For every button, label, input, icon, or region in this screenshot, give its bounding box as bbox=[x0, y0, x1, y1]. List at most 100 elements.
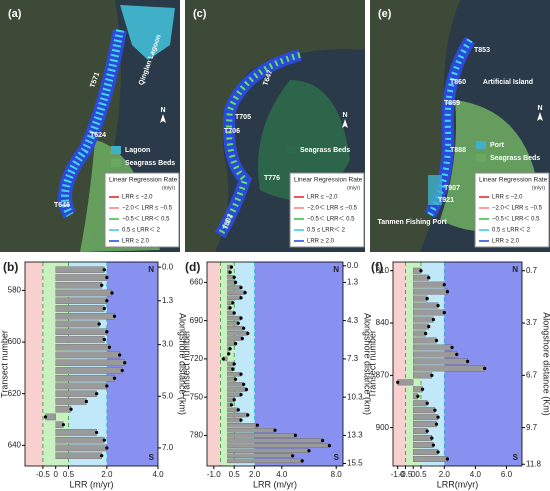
bar-end-dot bbox=[231, 367, 235, 371]
map-label: T921 bbox=[438, 197, 454, 204]
map-label: Artificial Island bbox=[483, 79, 533, 86]
bar bbox=[413, 372, 433, 379]
bar-end-dot bbox=[483, 366, 487, 370]
bar-end-dot bbox=[105, 446, 109, 450]
bar bbox=[413, 456, 448, 462]
bar bbox=[55, 382, 107, 390]
bar bbox=[55, 320, 100, 328]
bar bbox=[413, 302, 439, 309]
bar bbox=[413, 365, 485, 372]
x-tick-label: 0.5 bbox=[415, 470, 427, 479]
y-tick-label: 580 bbox=[8, 286, 22, 295]
bar-end-dot bbox=[105, 330, 109, 334]
bar-end-dot bbox=[430, 436, 434, 440]
bar-end-dot bbox=[102, 306, 106, 311]
bar-end-dot bbox=[416, 394, 420, 398]
bar-end-dot bbox=[102, 438, 106, 442]
bar bbox=[413, 428, 428, 435]
y-tick-label: 780 bbox=[190, 431, 204, 440]
bar-end-dot bbox=[236, 408, 240, 412]
y2-axis-title: Alongshore distance (km) bbox=[363, 313, 373, 415]
x-tick-label: -0.5 bbox=[399, 470, 413, 479]
bar bbox=[55, 390, 97, 397]
y2-tick-label: 13.3 bbox=[347, 431, 363, 440]
panel-label: (a) bbox=[8, 8, 22, 20]
y2-tick-label: 15.5 bbox=[347, 459, 363, 468]
bar-end-dot bbox=[120, 368, 124, 373]
lrr-legend-label: LRR ≥ 2.0 bbox=[122, 239, 150, 245]
plot-frame bbox=[392, 261, 523, 467]
end-label: N bbox=[333, 265, 339, 274]
map-label: T853 bbox=[474, 47, 490, 54]
y-tick-label: 690 bbox=[190, 316, 204, 325]
y-tick-label: 600 bbox=[8, 337, 22, 346]
bar bbox=[413, 337, 437, 344]
map-label: T624 bbox=[90, 132, 106, 139]
y2-tick-label: 0.0 bbox=[347, 261, 359, 270]
bar bbox=[55, 336, 105, 343]
bar-end-dot bbox=[455, 352, 459, 357]
bar bbox=[55, 312, 115, 320]
bar bbox=[227, 443, 330, 448]
lrr-legend-label: −2.0＜ LRR ≤ −0.5 bbox=[307, 206, 358, 212]
y-tick-label: 900 bbox=[376, 423, 390, 432]
y2-tick-label: 3.7 bbox=[526, 318, 538, 327]
bar bbox=[55, 343, 110, 351]
bar-end-dot bbox=[239, 393, 243, 397]
bar bbox=[55, 281, 102, 289]
bar bbox=[413, 323, 429, 330]
bar-end-dot bbox=[118, 353, 122, 357]
bar bbox=[55, 305, 105, 312]
bar-end-dot bbox=[445, 290, 449, 294]
x-axis-title: LRR(m/yr) bbox=[437, 479, 479, 489]
bar-end-dot bbox=[242, 382, 246, 386]
bar bbox=[227, 372, 242, 377]
bar bbox=[55, 405, 72, 413]
x-tick-label: -1.0 bbox=[207, 470, 221, 479]
lrr-legend-label: LRR ≥ 2.0 bbox=[492, 239, 520, 245]
bar-end-dot bbox=[239, 316, 243, 320]
bar-end-dot bbox=[321, 438, 325, 443]
bar-end-dot bbox=[102, 268, 106, 272]
y2-tick-label: 11.8 bbox=[526, 459, 542, 468]
bar-end-dot bbox=[95, 392, 99, 396]
bar bbox=[55, 436, 105, 444]
legend-label: Seagrass Beds bbox=[490, 155, 540, 162]
bar-end-dot bbox=[100, 454, 104, 458]
lrr-legend-label: −2.0＜ LRR ≤ −0.5 bbox=[492, 206, 543, 212]
panel-label: (b) bbox=[3, 260, 18, 274]
bar bbox=[413, 358, 468, 365]
end-label: S bbox=[149, 453, 155, 462]
legend-swatch bbox=[286, 146, 296, 154]
bar bbox=[413, 288, 448, 295]
bar-end-dot bbox=[273, 428, 277, 432]
bar-end-dot bbox=[291, 454, 295, 458]
lrr-legend-box bbox=[289, 172, 365, 248]
north-arrow: N bbox=[342, 112, 347, 119]
x-tick-label: 4.0 bbox=[470, 470, 482, 479]
lrr-legend-box bbox=[104, 172, 180, 248]
y-tick-label: 840 bbox=[376, 318, 390, 327]
y-axis-title: Transect number bbox=[0, 330, 9, 398]
bar-end-dot bbox=[232, 311, 236, 315]
bar bbox=[227, 458, 303, 464]
lrr-legend-label: LRR ≤ −2.0 bbox=[492, 195, 523, 201]
y-tick-label: 640 bbox=[8, 440, 22, 449]
bar bbox=[397, 379, 414, 386]
zone bbox=[393, 262, 406, 466]
bar bbox=[227, 433, 296, 438]
lrr-legend-label: LRR ≥ 2.0 bbox=[307, 239, 335, 245]
bar-end-dot bbox=[102, 337, 106, 342]
bar bbox=[55, 452, 102, 459]
bar bbox=[413, 442, 434, 449]
bar-end-dot bbox=[232, 398, 236, 402]
y2-tick-label: 1.3 bbox=[162, 296, 174, 305]
bar-end-dot bbox=[61, 423, 65, 427]
bar bbox=[227, 331, 248, 336]
lrr-legend-title: Linear Regression Rate bbox=[479, 177, 548, 184]
x-axis-title: LRR (m/yr) bbox=[253, 479, 297, 489]
x-tick-label: 2.0 bbox=[249, 470, 261, 479]
bar-end-dot bbox=[239, 296, 243, 300]
bar-end-dot bbox=[433, 408, 437, 412]
panel-label: (d) bbox=[185, 260, 200, 274]
